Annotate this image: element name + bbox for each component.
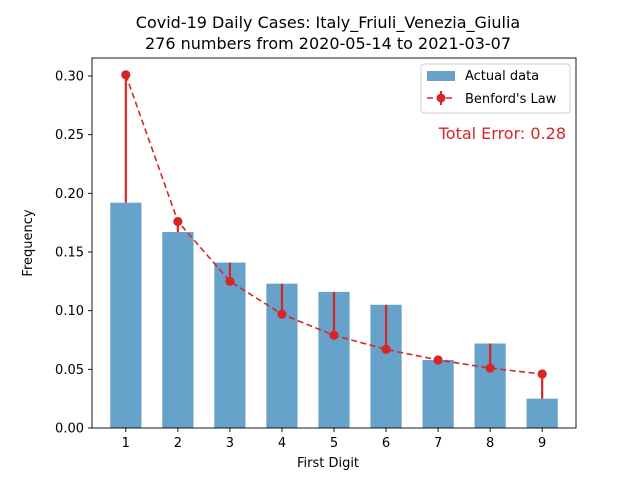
x-axis-ticks: 1 2 3 4 5 6 7 8 9	[122, 428, 546, 451]
y-tick-label-0.25: 0.25	[55, 128, 84, 143]
benford-point-digit-8	[485, 363, 495, 373]
benford-point-digit-7	[433, 355, 443, 365]
y-axis-ticks: 0.00 0.05 0.10 0.15 0.20 0.25 0.30	[55, 70, 92, 437]
y-tick-label-0.05: 0.05	[55, 363, 84, 378]
legend: Actual data Benford's Law	[420, 63, 571, 114]
x-tick-label-1: 1	[122, 436, 130, 451]
x-tick-label-6: 6	[382, 436, 390, 451]
x-tick-label-8: 8	[486, 436, 494, 451]
y-tick-label-0.10: 0.10	[55, 304, 84, 319]
x-axis-label: First Digit	[297, 456, 359, 471]
legend-swatch-actual	[427, 71, 455, 81]
x-tick-label-4: 4	[278, 436, 286, 451]
total-error-annotation: Total Error: 0.28	[438, 124, 566, 143]
bar-digit-3	[214, 262, 246, 428]
x-tick-label-3: 3	[226, 436, 234, 451]
legend-box	[420, 63, 571, 114]
bar-digit-2	[162, 232, 194, 428]
y-tick-label-0.15: 0.15	[55, 246, 84, 261]
bar-digit-7	[422, 359, 454, 428]
benford-point-digit-2	[173, 216, 183, 227]
benford-point-digit-3	[225, 276, 235, 286]
benford-point-digit-5	[329, 330, 339, 340]
benford-point-digit-6	[381, 344, 391, 354]
x-tick-label-5: 5	[330, 436, 338, 451]
x-tick-label-2: 2	[174, 436, 182, 451]
legend-marker-benford	[436, 93, 446, 103]
x-tick-label-7: 7	[434, 436, 442, 451]
benford-markers	[121, 70, 547, 379]
y-tick-label-0.30: 0.30	[55, 70, 84, 85]
benford-point-digit-1	[121, 70, 131, 80]
benford-point-digit-9	[537, 369, 547, 379]
chart-title-line-2: 276 numbers from 2020-05-14 to 2021-03-0…	[145, 34, 511, 53]
y-axis-label: Frequency	[21, 209, 36, 276]
legend-label-benford: Benford's Law	[465, 92, 557, 107]
bar-series	[110, 202, 558, 428]
y-tick-label-0.20: 0.20	[55, 187, 84, 202]
x-tick-label-9: 9	[538, 436, 546, 451]
legend-label-actual: Actual data	[465, 69, 539, 84]
chart-title-line-1: Covid-19 Daily Cases: Italy_Friuli_Venez…	[136, 13, 520, 33]
y-tick-label-0.00: 0.00	[55, 422, 84, 437]
bar-digit-1	[110, 202, 142, 428]
benford-point-digit-4	[277, 309, 287, 319]
bar-digit-9	[526, 398, 558, 428]
